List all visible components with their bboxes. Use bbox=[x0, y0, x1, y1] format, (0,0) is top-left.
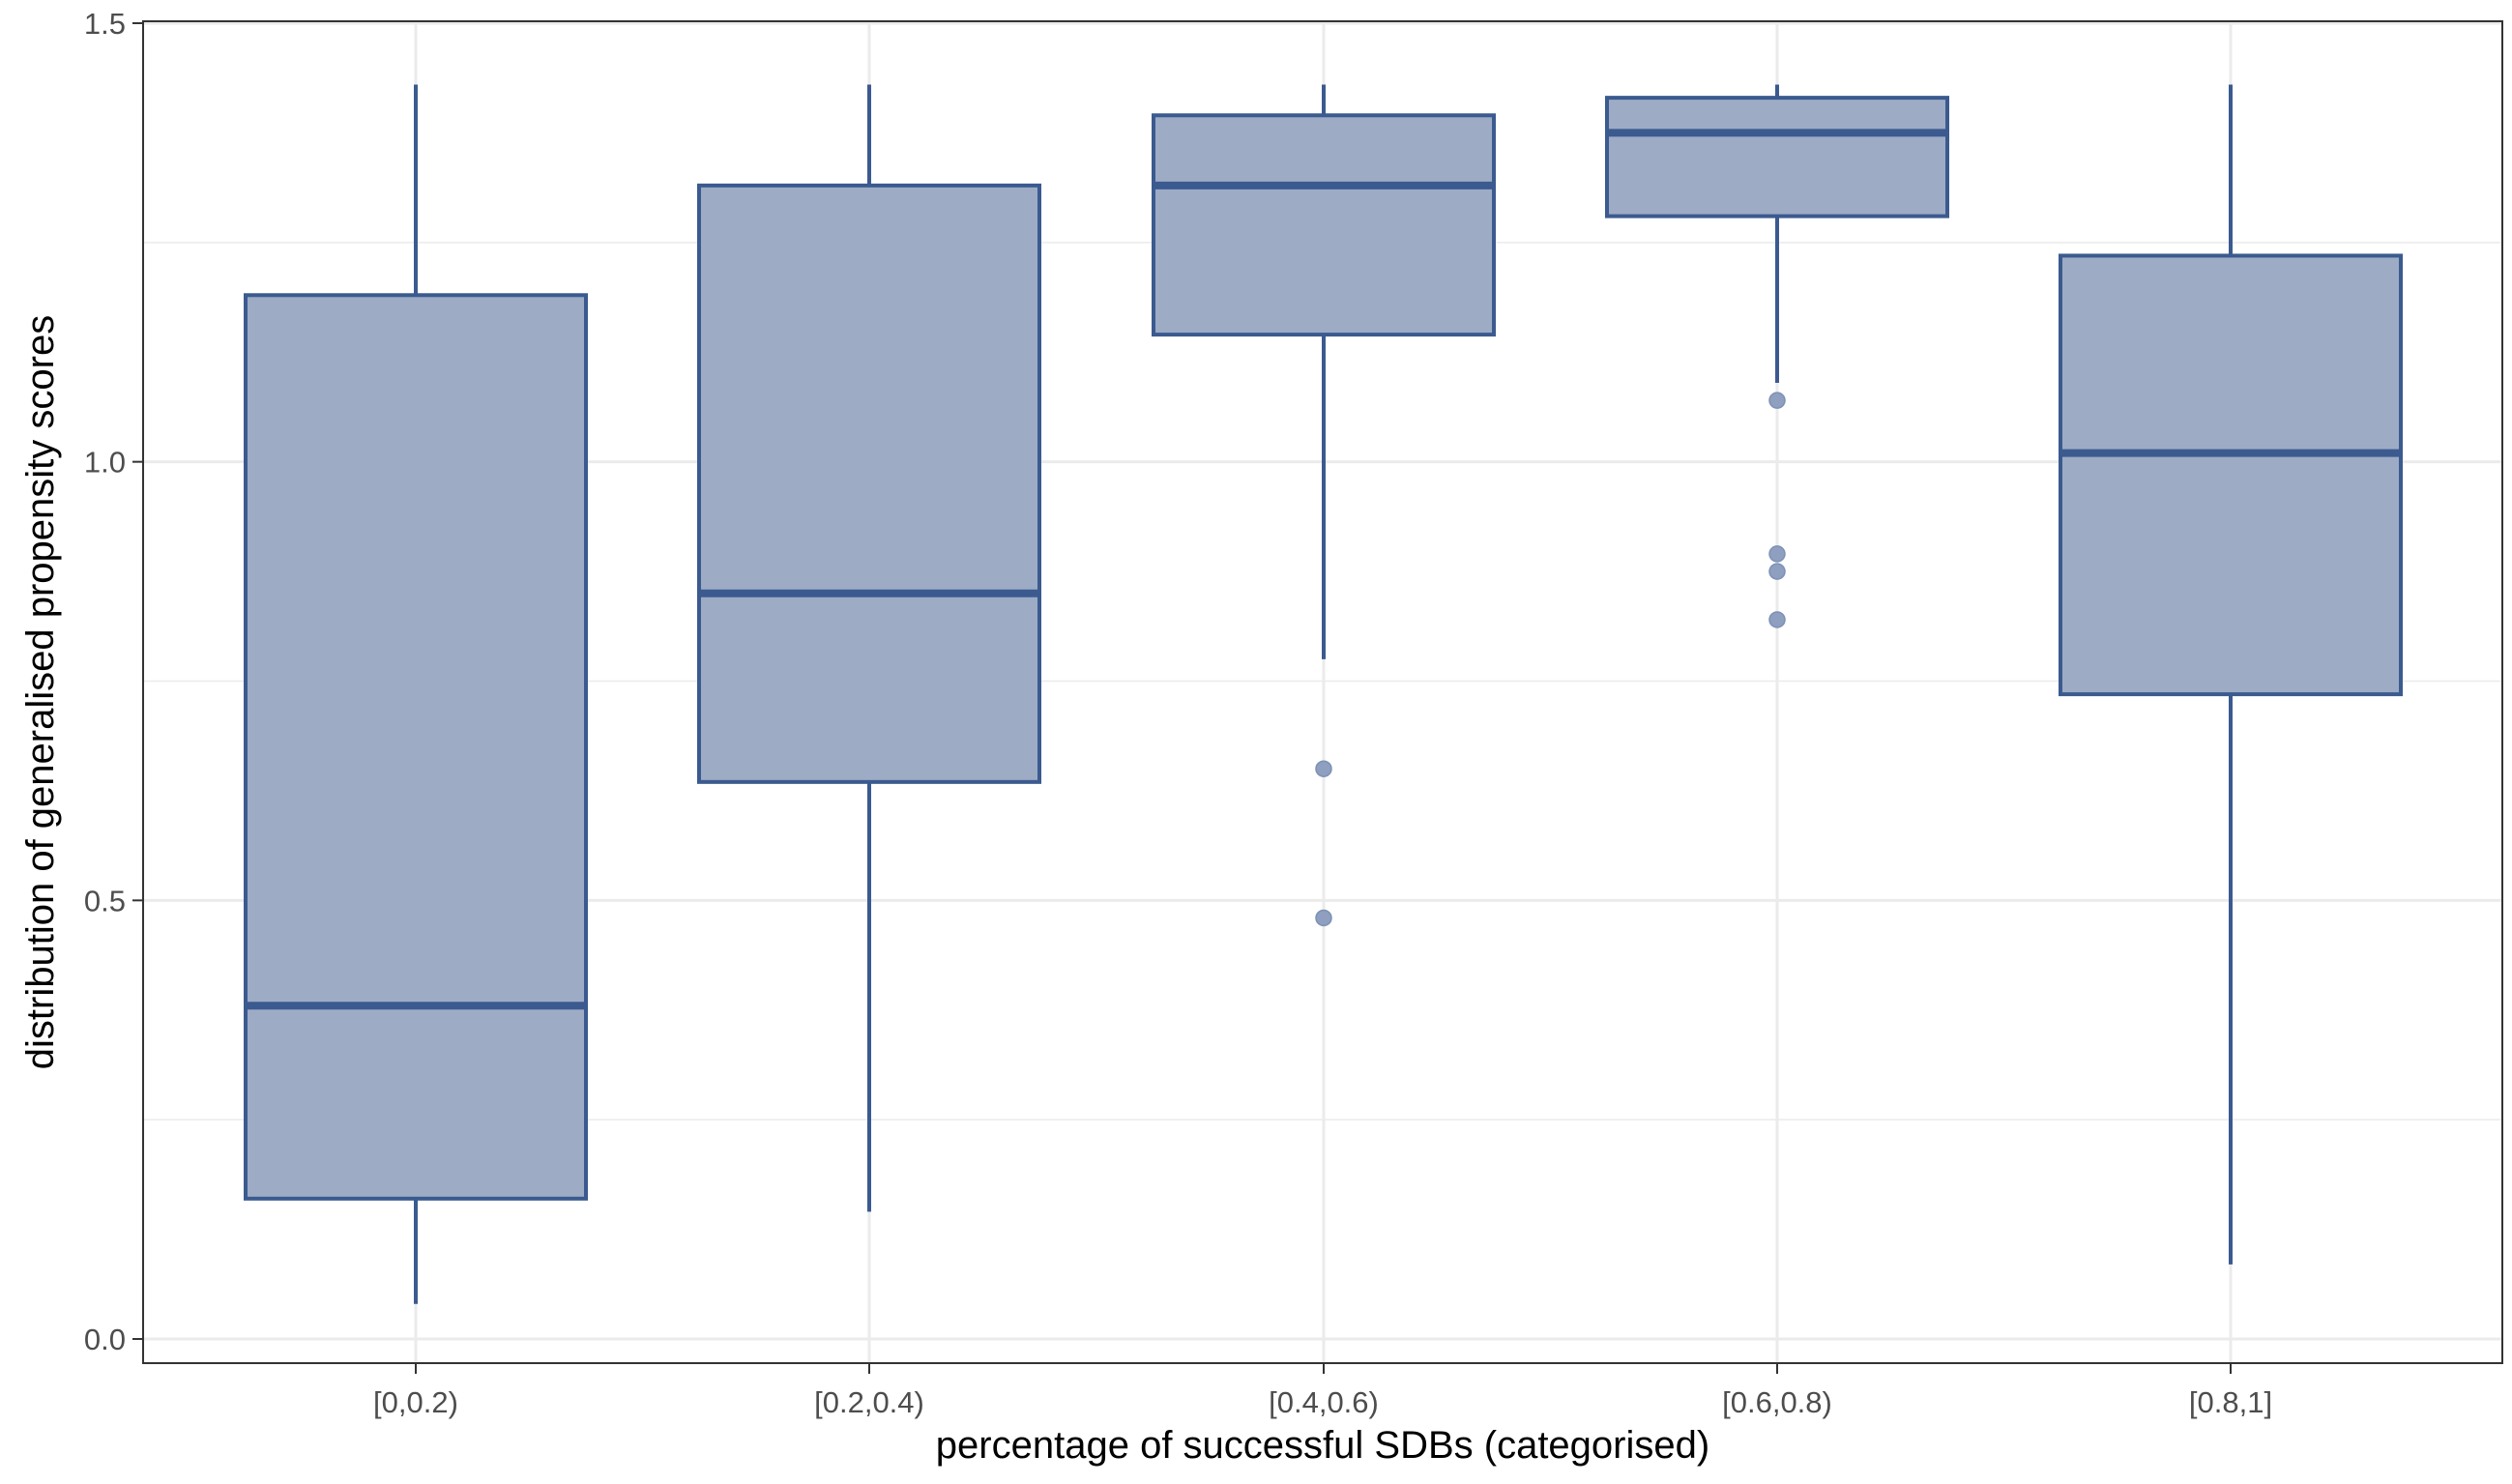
iqr-box bbox=[1152, 113, 1496, 337]
outlier-point bbox=[1768, 545, 1786, 563]
box-group bbox=[244, 84, 588, 1304]
box-group bbox=[2059, 84, 2403, 1265]
y-tick-label: 0.0 bbox=[84, 1323, 126, 1356]
outlier-point bbox=[1315, 760, 1332, 777]
axis-layer: 0.0 0.5 1.0 1.5 [0,0.2) [0.2,0.4) [0.4,0.6) [0.… bbox=[84, 7, 2272, 1419]
y-tick-label: 1.0 bbox=[84, 446, 126, 480]
box-layer bbox=[244, 84, 2403, 1304]
iqr-box bbox=[2059, 253, 2403, 697]
y-tick-label: 0.5 bbox=[84, 884, 126, 917]
x-axis-title: percentage of successful SDBs (categoris… bbox=[936, 1424, 1709, 1467]
outlier-point bbox=[1768, 392, 1786, 409]
iqr-box bbox=[1605, 96, 1949, 218]
box-group bbox=[1152, 84, 1496, 927]
x-tick-label: [0.8,1] bbox=[2189, 1385, 2272, 1419]
x-tick-label: [0.4,0.6) bbox=[1269, 1385, 1379, 1419]
iqr-box bbox=[244, 293, 588, 1201]
outlier-point bbox=[1768, 563, 1786, 580]
outlier-point bbox=[1315, 909, 1332, 927]
x-tick-label: [0,0.2) bbox=[373, 1385, 458, 1419]
box-group bbox=[697, 84, 1041, 1212]
x-tick-label: [0.2,0.4) bbox=[814, 1385, 924, 1419]
y-tick-label: 1.5 bbox=[84, 7, 126, 41]
box-group bbox=[1605, 84, 1949, 628]
x-tick-label: [0.6,0.8) bbox=[1722, 1385, 1832, 1419]
y-axis-title: distribution of generalised propensity s… bbox=[19, 315, 62, 1069]
outlier-point bbox=[1768, 611, 1786, 628]
iqr-box bbox=[697, 183, 1041, 784]
